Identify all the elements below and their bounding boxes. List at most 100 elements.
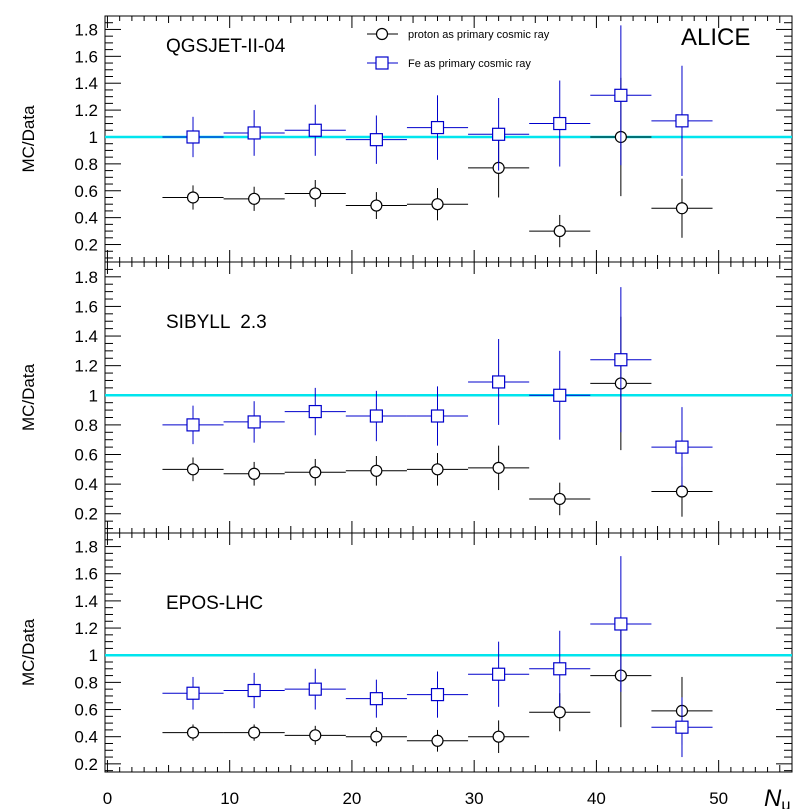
panel-label: QGSJET-II-04 [166,36,286,57]
proton-point [431,734,444,747]
y-tick-label: 0.8 [74,416,98,435]
fe-point [430,409,445,423]
y-tick-label: 0.6 [74,446,98,465]
fe-point [369,692,383,706]
proton-point [370,730,383,743]
x-axis-label-sub: μ [781,797,790,809]
fe-point [675,440,689,454]
y-tick-label: 0.8 [74,155,98,174]
panels: 0.2 0.4 0.6 0.8 1 1.2 1.4 1.6 1.8 MC/Data QGSJET-I… [19,15,793,774]
y-tick-label: 1.4 [74,327,98,346]
fe-point [247,415,261,429]
y-tick-label: 0.4 [74,209,98,228]
y-tick-label: 0.6 [74,182,98,201]
x-tick-label: 0 [103,789,112,808]
proton-point [553,706,566,719]
x-tick-label: 30 [465,789,484,808]
fe-point [186,130,200,144]
y-tick-label: 1.6 [74,47,98,66]
proton-point [492,730,505,743]
panel-frame [104,261,793,534]
x-tick-label: 20 [342,789,361,808]
y-tick-label: 1.4 [74,592,98,611]
experiment-label: ALICE [681,24,750,51]
fe-point [186,418,200,432]
y-tick-label: 1.6 [74,297,98,316]
fe-point [430,120,445,135]
proton-point [309,466,322,479]
y-tick-label: 1 [89,646,98,665]
proton-point [186,463,200,476]
x-tick-label: 50 [709,789,728,808]
y-tick-label: 1.8 [74,538,98,557]
y-tick-label: 0.2 [74,236,98,255]
y-tick-label: 0.4 [74,475,98,494]
proton-point [248,726,261,739]
y-tick-label: 0.8 [74,673,98,692]
fe-point [492,667,506,681]
x-tick-label: 10 [220,789,239,808]
y-tick-label: 1.8 [74,268,98,287]
y-tick-label: 1.6 [74,565,98,584]
proton-point [431,463,444,476]
x-axis: 0 10 20 30 40 50 [103,789,728,808]
fe-point [308,123,322,137]
y-axis-label: MC/Data [19,363,38,431]
panel-2: 0.2 0.4 0.6 0.8 1 1.2 1.4 1.6 1.8 MC/Data SIBYLL 2… [19,261,793,534]
y-tick-label: 1 [89,128,98,147]
fe-point [614,617,628,631]
proton-point [248,192,261,205]
fe-point [492,127,506,141]
panel-frame [104,532,793,773]
fe-point [247,126,261,140]
proton-point [492,461,505,474]
legend-fe-marker [375,56,389,70]
fe-point [308,682,322,696]
fe-point [369,133,383,147]
y-tick-label: 0.4 [74,728,98,747]
x-tick-label: 40 [587,789,606,808]
legend: proton as primary cosmic ray Fe as prima… [367,27,550,70]
fe-point [308,404,322,419]
fe-point [553,662,567,676]
legend-fe-label: Fe as primary cosmic ray [408,58,531,70]
y-tick-label: 0.2 [74,505,98,524]
y-axis-label: MC/Data [19,105,38,173]
y-tick-label: 1.8 [74,20,98,39]
fe-point [247,683,261,698]
fe-series [162,287,713,488]
y-tick-label: 0.6 [74,701,98,720]
fe-point [675,114,689,128]
y-tick-label: 1.4 [74,74,98,93]
proton-point [309,729,322,742]
proton-point [675,202,689,215]
fe-point [430,687,445,702]
x-axis-label-main: N [764,785,782,809]
fe-point [492,375,506,389]
proton-point [553,492,566,506]
fe-point [614,88,628,102]
y-tick-label: 1.2 [74,357,98,376]
panel-label: EPOS-LHC [166,593,263,614]
y-tick-label: 0.2 [74,755,98,774]
fe-series [162,556,713,758]
proton-point [370,199,383,212]
fe-point [553,388,567,402]
panel-1: 0.2 0.4 0.6 0.8 1 1.2 1.4 1.6 1.8 MC/Data QGSJET-I… [19,15,793,263]
fe-point [614,353,628,367]
fe-series [162,25,713,176]
x-axis-label: Nμ [764,785,791,809]
y-tick-label: 1.2 [74,101,98,120]
proton-series [162,316,713,517]
y-axis-label: MC/Data [19,618,38,686]
fe-point [553,116,567,131]
y-tick-label: 1 [89,386,98,405]
fe-point [369,409,383,423]
proton-point [370,464,383,477]
proton-point [186,726,200,739]
proton-point [248,467,261,480]
legend-proton-label: proton as primary cosmic ray [408,29,550,41]
fe-point [675,720,689,734]
proton-point [186,191,200,204]
